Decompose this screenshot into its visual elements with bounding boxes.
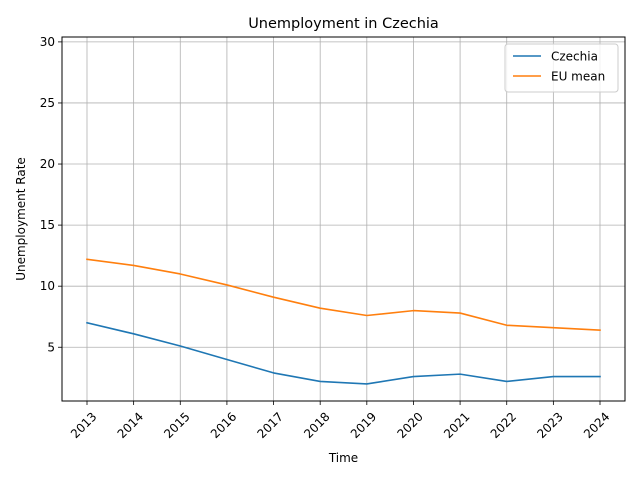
series-line-czechia: [86, 321, 601, 385]
y-tick-label: 5: [47, 340, 55, 354]
series-line-eu-mean: [86, 258, 601, 331]
chart-title: Unemployment in Czechia: [248, 16, 439, 32]
y-tick-label: 20: [40, 157, 55, 171]
y-tick-label: 10: [40, 279, 55, 293]
y-axis-label: Unemployment Rate: [14, 157, 28, 281]
series-lines: [86, 258, 601, 385]
legend: Czechia EU mean: [504, 43, 619, 93]
legend-label-eu-mean: EU mean: [551, 70, 605, 84]
y-tick-label: 25: [40, 96, 55, 110]
legend-label-czechia: Czechia: [551, 50, 598, 64]
y-tick-label: 30: [40, 35, 55, 49]
y-tick-label: 15: [40, 218, 55, 232]
y-axis-ticks: 5 10 15 20 25 30: [40, 35, 62, 354]
x-axis-label: Time: [328, 451, 358, 465]
plot-area-frame: [61, 36, 626, 402]
grid: [62, 37, 625, 401]
